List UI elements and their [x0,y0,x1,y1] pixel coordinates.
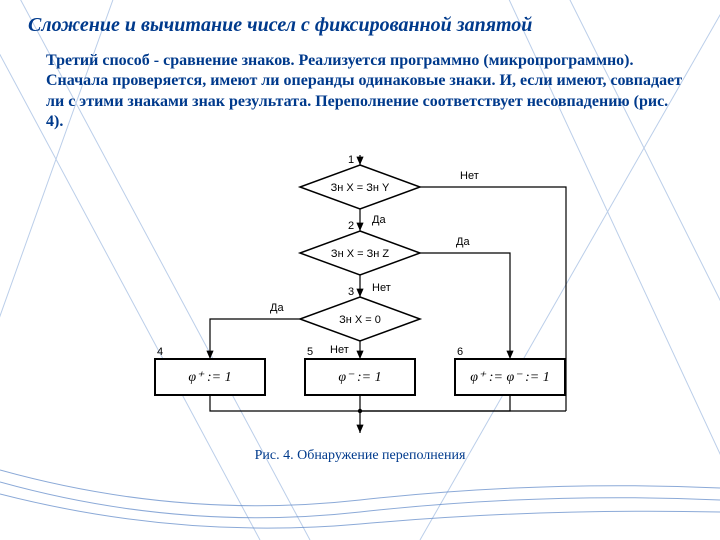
svg-text:6: 6 [457,346,463,358]
edge-label: Нет [372,282,391,294]
svg-text:φ⁻ := 1: φ⁻ := 1 [338,370,381,385]
page-title: Сложение и вычитание чисел с фиксированн… [28,14,692,37]
svg-text:φ⁺ := 1: φ⁺ := 1 [188,370,231,385]
svg-text:Зн X = 0: Зн X = 0 [339,314,381,326]
edge-label: Да [270,302,284,314]
body-paragraph: Третий способ - сравнение знаков. Реализ… [28,51,692,133]
figure-caption: Рис. 4. Обнаружение переполнения [130,448,590,464]
edge-label: Да [372,214,386,226]
edge-label: Нет [330,344,349,356]
edge [210,319,300,359]
edge-label: Да [456,236,470,248]
flowchart-svg: Да Нет Нет Да Да Нет 1 Зн X = Зн Y 2 Зн X = Зн Z 3… [130,149,590,439]
merge-point [358,409,362,413]
svg-text:Зн X = Зн Y: Зн X = Зн Y [331,182,390,194]
figure-4: Да Нет Нет Да Да Нет 1 Зн X = Зн Y 2 Зн X = Зн Z 3… [130,149,590,464]
edge [360,395,510,411]
svg-text:3: 3 [348,286,354,298]
svg-text:Зн X = Зн Z: Зн X = Зн Z [331,248,389,260]
edge [420,253,510,359]
svg-text:5: 5 [307,346,313,358]
svg-text:4: 4 [157,346,163,358]
svg-text:1: 1 [348,154,354,166]
edge-label: Нет [460,170,479,182]
svg-text:φ⁺ := φ⁻ := 1: φ⁺ := φ⁻ := 1 [470,370,550,385]
edge [210,395,360,411]
svg-text:2: 2 [348,220,354,232]
